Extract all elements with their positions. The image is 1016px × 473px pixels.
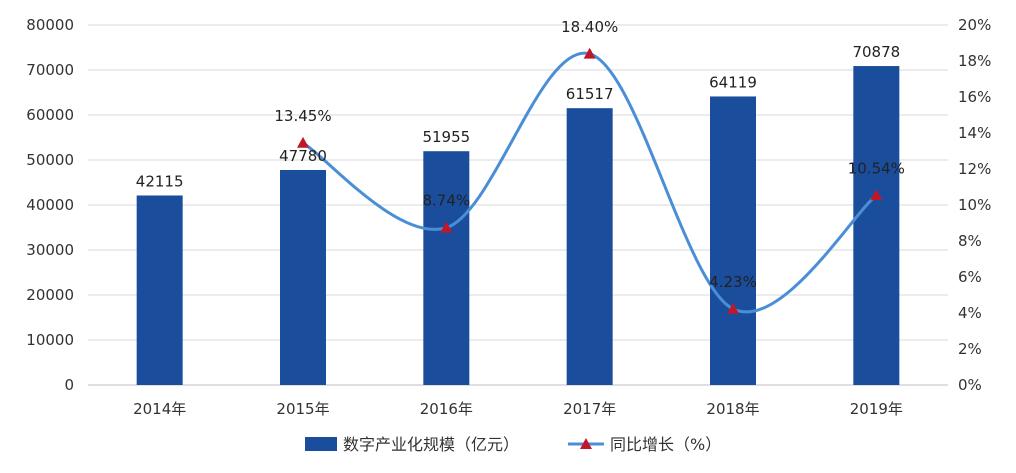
grid-layer <box>88 24 948 341</box>
legend-bar-swatch <box>305 437 337 451</box>
bar <box>566 108 613 386</box>
y-right-tick-label: 12% <box>958 160 991 178</box>
y-left-tick-label: 60000 <box>26 106 74 124</box>
y-left-tick-label: 0 <box>64 376 74 394</box>
growth-marker <box>297 136 309 148</box>
y-right-tick-label: 20% <box>958 16 991 34</box>
y-right-tick-label: 18% <box>958 52 991 70</box>
bar <box>280 169 326 385</box>
bar-data-label: 70878 <box>852 43 900 61</box>
growth-data-label: 18.40% <box>561 18 618 36</box>
y-right-tick-label: 6% <box>958 268 982 286</box>
x-tick-label: 2015年 <box>276 400 329 418</box>
x-tick-label: 2014年 <box>133 400 186 418</box>
bar-data-label: 61517 <box>566 85 614 103</box>
growth-marker <box>870 189 883 201</box>
growth-data-label: 8.74% <box>423 192 471 210</box>
bar-layer <box>136 66 900 386</box>
growth-marker <box>727 302 739 314</box>
bar <box>710 96 756 385</box>
y-left-tick-label: 50000 <box>26 151 74 169</box>
y-right-tick-label: 16% <box>958 88 991 106</box>
legend-layer: 数字产业化规模（亿元） 同比增长（%） <box>305 435 721 454</box>
y-right-tick-label: 2% <box>958 340 982 358</box>
bar-data-label: 64119 <box>709 73 757 91</box>
y-left-tick-label: 30000 <box>26 241 74 259</box>
y-left-tick-label: 70000 <box>26 61 74 79</box>
legend-marker-icon <box>580 438 592 449</box>
label-layer: 42115 47780 51955 61517 64119 70878 13.45% 8.74… <box>136 18 905 291</box>
growth-marker <box>440 221 453 233</box>
y-left-tick-label: 40000 <box>26 196 74 214</box>
x-tick-label: 2019年 <box>850 400 903 418</box>
y-right-tick-label: 0% <box>958 376 982 394</box>
legend-line-label: 同比增长（%） <box>610 435 721 454</box>
growth-marker <box>583 47 596 59</box>
growth-data-label: 4.23% <box>709 273 757 291</box>
x-tick-label: 2017年 <box>563 400 616 418</box>
growth-data-label: 13.45% <box>274 107 331 125</box>
bar <box>853 66 900 385</box>
growth-data-label: 10.54% <box>848 159 905 177</box>
y-left-tick-label: 80000 <box>26 16 74 34</box>
bar <box>136 195 183 385</box>
axis-layer: 0 10000 20000 30000 40000 50000 60000 70000 8000… <box>26 16 991 418</box>
bar-data-label: 42115 <box>136 172 184 190</box>
bar-data-label: 47780 <box>279 147 327 165</box>
y-right-tick-label: 14% <box>958 124 991 142</box>
bar <box>423 151 470 385</box>
y-right-tick-label: 10% <box>958 196 991 214</box>
y-left-tick-label: 10000 <box>26 331 74 349</box>
line-layer <box>297 47 883 314</box>
x-tick-label: 2016年 <box>420 400 473 418</box>
bar-data-label: 51955 <box>422 128 470 146</box>
y-right-tick-label: 8% <box>958 232 982 250</box>
x-tick-label: 2018年 <box>706 400 759 418</box>
y-left-tick-label: 20000 <box>26 286 74 304</box>
y-right-tick-label: 4% <box>958 304 982 322</box>
legend-bar-label: 数字产业化规模（亿元） <box>343 435 519 454</box>
